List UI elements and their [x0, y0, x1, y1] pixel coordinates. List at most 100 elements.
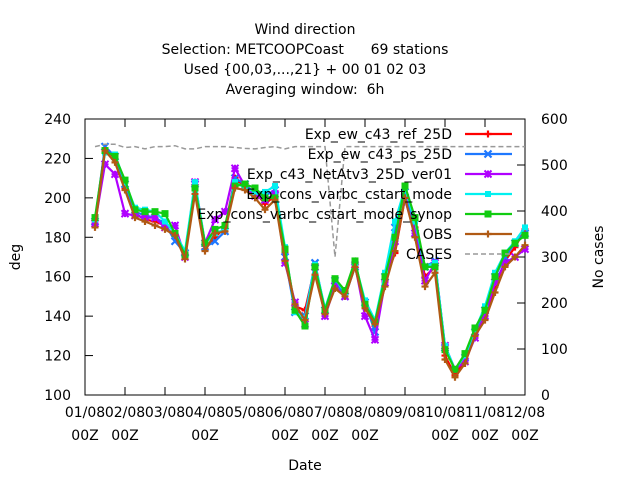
data-point [381, 283, 389, 291]
data-point [131, 206, 139, 214]
data-point [392, 218, 398, 225]
x-tick-label: 04/08 [185, 405, 225, 421]
data-point [480, 311, 490, 321]
data-point [484, 130, 492, 138]
data-point [483, 149, 493, 159]
legend-label: OBS [423, 227, 452, 243]
legend-label: Exp_ew_c43_ref_25D [305, 127, 452, 143]
y-tick-label: 100 [44, 388, 71, 404]
data-point [432, 259, 438, 266]
data-point [252, 188, 258, 195]
data-point [471, 332, 479, 340]
data-point [301, 322, 309, 330]
x-tick-label: 11/08 [465, 405, 505, 421]
y2-axis-label: No cases [591, 226, 607, 289]
y2-tick-label: 0 [541, 388, 550, 404]
series-line [93, 148, 526, 372]
y-tick-label: 220 [44, 151, 71, 167]
series-5 [91, 147, 529, 381]
plot-frame [84, 118, 526, 396]
data-point [441, 346, 449, 354]
data-point [485, 191, 491, 197]
data-point [321, 310, 329, 318]
data-point [481, 316, 489, 324]
data-point [110, 169, 120, 179]
data-point [370, 335, 380, 345]
data-point [360, 311, 370, 321]
data-point [270, 189, 280, 199]
data-point [441, 356, 449, 364]
x-tick-label: 03/08 [145, 405, 185, 421]
data-point [491, 273, 499, 281]
data-point [381, 273, 389, 281]
x-tick-label-time: 00Z [471, 428, 498, 444]
data-point [331, 275, 339, 283]
data-point [484, 210, 492, 218]
data-point [361, 304, 369, 312]
data-point [520, 244, 530, 254]
data-point [131, 214, 139, 222]
data-point [521, 231, 529, 239]
legend: Exp_ew_c43_ref_25D Exp_ew_c43_ps_25D Exp_c… [197, 127, 512, 263]
data-point [451, 365, 459, 373]
data-point [521, 241, 529, 249]
legend-label: Exp_ew_c43_ps_25D [308, 147, 452, 163]
data-point [291, 306, 299, 314]
data-point [201, 239, 209, 247]
data-point [401, 194, 409, 202]
data-point [221, 227, 229, 235]
data-point [231, 184, 239, 192]
chart-title: Wind direction Selection: METCOOPCoast 69… [162, 22, 449, 98]
x-tick-label-time: 00Z [191, 428, 218, 444]
data-point [341, 287, 349, 295]
data-point [281, 245, 289, 253]
x-tick-label: 08/08 [345, 405, 385, 421]
legend-label: CASES [406, 247, 452, 263]
data-point [482, 303, 488, 310]
data-point [141, 218, 149, 226]
data-point [501, 263, 509, 271]
title-line: Averaging window: 6h [226, 82, 385, 98]
y-tick-label: 140 [44, 309, 71, 325]
x-axis-label: Date [288, 458, 321, 474]
x-tick-label: 12/08 [505, 405, 545, 421]
x-tick-label: 09/08 [385, 405, 425, 421]
x-tick-label: 01/08 [65, 405, 105, 421]
data-point [272, 183, 278, 190]
data-point [411, 214, 419, 222]
x-tick-label: 06/08 [265, 405, 305, 421]
x-tick-label: 05/08 [225, 405, 265, 421]
data-point [141, 208, 149, 216]
data-point [261, 194, 269, 202]
y2-tick-label: 200 [541, 296, 568, 312]
data-point [91, 223, 99, 231]
data-point [511, 253, 519, 261]
data-point [161, 210, 169, 218]
data-point [261, 206, 269, 214]
data-point [211, 229, 219, 237]
y-tick-label: 120 [44, 349, 71, 365]
data-point [111, 158, 119, 166]
y-tick-label: 180 [44, 230, 71, 246]
data-point [500, 258, 510, 268]
data-point [421, 283, 429, 291]
data-point [192, 179, 198, 186]
x-tick-label-time: 00Z [511, 428, 538, 444]
data-point [341, 292, 349, 300]
y2-tick-label: 400 [541, 204, 568, 220]
data-point [241, 186, 249, 194]
data-point [301, 316, 309, 324]
data-point [471, 324, 479, 332]
x-tick-label-time: 00Z [431, 428, 458, 444]
data-point [210, 215, 220, 224]
data-point [490, 278, 500, 287]
data-point [100, 160, 110, 169]
y2-tick-label: 100 [541, 342, 568, 358]
data-point [522, 224, 528, 231]
data-point [171, 231, 179, 239]
series-line [93, 151, 526, 372]
data-point [181, 255, 189, 263]
data-point [511, 239, 519, 247]
